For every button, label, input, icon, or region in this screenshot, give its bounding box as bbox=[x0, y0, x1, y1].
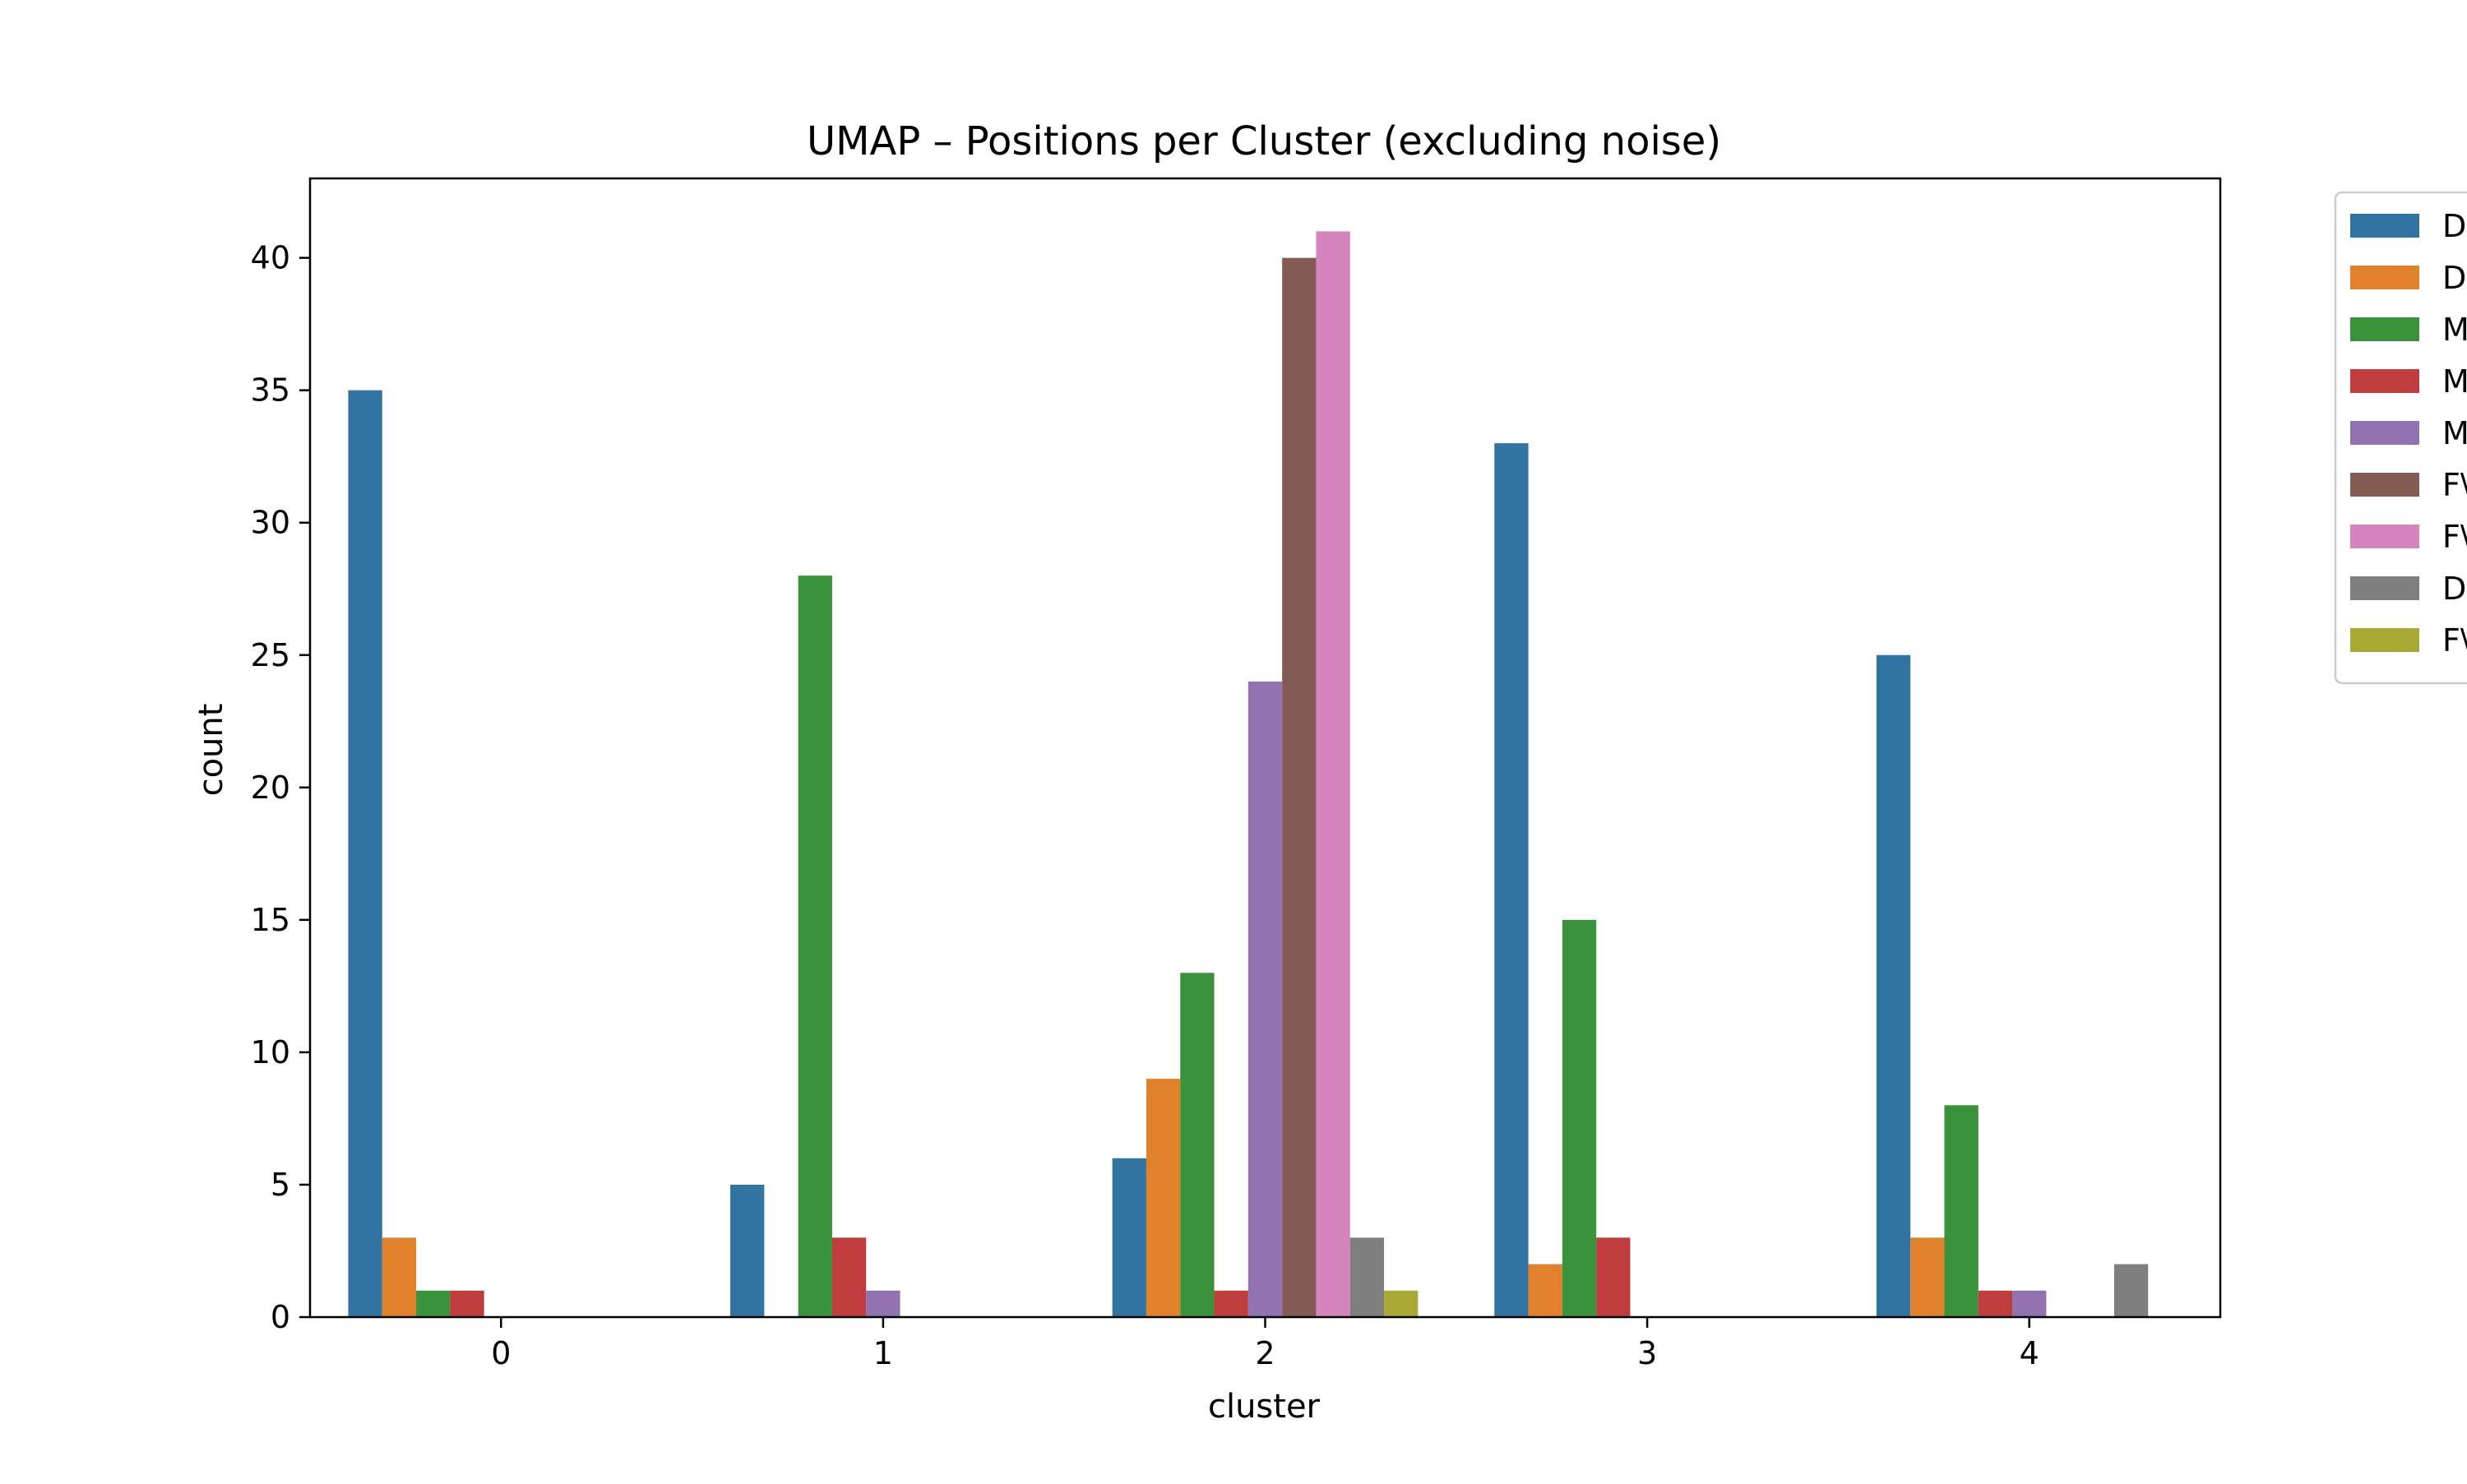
bar-series3-cluster1 bbox=[831, 1237, 867, 1317]
bar-series4-cluster1 bbox=[866, 1290, 900, 1317]
bar-series2-cluster2 bbox=[1180, 973, 1215, 1317]
y-tick-label: 40 bbox=[251, 240, 290, 276]
legend-swatch bbox=[2350, 473, 2419, 497]
bar-series1-cluster3 bbox=[1528, 1264, 1562, 1317]
y-tick-label: 15 bbox=[251, 902, 290, 938]
bar-series7-cluster4 bbox=[2113, 1264, 2149, 1317]
bar-series6-cluster2 bbox=[1316, 231, 1350, 1317]
legend-label: M bbox=[2442, 312, 2467, 348]
legend-swatch bbox=[2350, 576, 2419, 600]
bar-series2-cluster0 bbox=[416, 1290, 451, 1317]
y-tick-label: 0 bbox=[271, 1299, 290, 1335]
x-tick-label: 0 bbox=[491, 1335, 511, 1371]
legend-label: M bbox=[2442, 363, 2467, 400]
x-tick-label: 3 bbox=[1637, 1335, 1657, 1371]
bar-series0-cluster1 bbox=[730, 1184, 765, 1317]
y-tick-label: 25 bbox=[251, 637, 290, 673]
legend-swatch bbox=[2350, 317, 2419, 341]
y-tick-label: 10 bbox=[251, 1034, 290, 1070]
legend-label: M bbox=[2442, 415, 2467, 451]
bar-series1-cluster4 bbox=[1910, 1237, 1945, 1317]
x-tick-label: 1 bbox=[873, 1335, 893, 1371]
x-tick-label: 2 bbox=[1255, 1335, 1275, 1371]
y-tick-label: 30 bbox=[251, 505, 290, 541]
bar-series7-cluster2 bbox=[1349, 1237, 1385, 1317]
y-axis-label: count bbox=[192, 704, 230, 797]
bar-series0-cluster3 bbox=[1494, 443, 1529, 1317]
bar-series3-cluster2 bbox=[1214, 1290, 1248, 1317]
legend-swatch bbox=[2350, 421, 2419, 445]
legend-label: D bbox=[2442, 571, 2466, 607]
legend-label: F\ bbox=[2442, 519, 2467, 555]
legend-swatch bbox=[2350, 628, 2419, 652]
chart-title: UMAP – Positions per Cluster (excluding … bbox=[807, 118, 1721, 164]
y-tick-label: 20 bbox=[251, 770, 290, 806]
bar-series8-cluster2 bbox=[1384, 1290, 1419, 1317]
legend-swatch bbox=[2350, 214, 2419, 238]
bar-series0-cluster2 bbox=[1112, 1158, 1146, 1317]
bar-series4-cluster4 bbox=[2012, 1290, 2047, 1317]
bar-series1-cluster0 bbox=[382, 1237, 417, 1317]
legend-label: D bbox=[2442, 208, 2466, 244]
bar-series2-cluster3 bbox=[1562, 919, 1597, 1317]
bar-series2-cluster1 bbox=[798, 576, 832, 1317]
bar-series5-cluster2 bbox=[1282, 257, 1317, 1317]
bar-series3-cluster0 bbox=[450, 1290, 484, 1317]
bar-series0-cluster4 bbox=[1876, 654, 1911, 1317]
bar-series3-cluster4 bbox=[1978, 1290, 2013, 1317]
y-tick-label: 35 bbox=[251, 372, 290, 409]
bar-series2-cluster4 bbox=[1944, 1105, 1979, 1317]
legend-swatch bbox=[2350, 525, 2419, 548]
x-axis-label: cluster bbox=[1208, 1388, 1321, 1426]
legend-label: D bbox=[2442, 260, 2466, 296]
bar-series0-cluster0 bbox=[348, 390, 382, 1317]
plot-area: 0 5 10 15 20 25 30 35 40 0 1 2 3 4 bbox=[251, 177, 2222, 1371]
legend-swatch bbox=[2350, 266, 2419, 289]
legend-label: F\ bbox=[2442, 467, 2467, 503]
legend-label: F\ bbox=[2442, 622, 2467, 659]
y-tick-label: 5 bbox=[271, 1167, 290, 1203]
x-tick-label: 4 bbox=[2020, 1335, 2039, 1371]
bar-series4-cluster2 bbox=[1247, 681, 1283, 1317]
bar-series1-cluster2 bbox=[1146, 1079, 1181, 1317]
legend-swatch bbox=[2350, 369, 2419, 393]
bar-series3-cluster3 bbox=[1596, 1237, 1631, 1317]
